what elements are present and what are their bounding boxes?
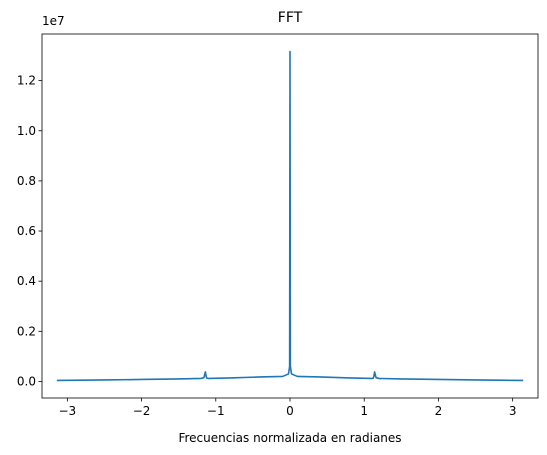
plot-area: [56, 50, 524, 382]
x-axis: −3 −2 −1 0 1 2 3: [59, 398, 517, 418]
x-tick-label: 3: [509, 404, 517, 418]
x-tick-label: −2: [133, 404, 151, 418]
y-tick-label: 0.2: [17, 324, 36, 338]
y-axis: 0.0 0.2 0.4 0.6 0.8 1.0 1.2: [17, 74, 42, 388]
x-tick-label: −3: [59, 404, 77, 418]
y-tick-label: 1.2: [17, 74, 36, 88]
series-line-0: [56, 50, 524, 382]
y-tick-label: 0.0: [17, 374, 36, 388]
y-tick-label: 0.8: [17, 174, 36, 188]
y-offset-label: 1e7: [42, 14, 65, 28]
x-tick-label: −1: [207, 404, 225, 418]
y-tick-label: 1.0: [17, 124, 36, 138]
x-tick-label: 2: [435, 404, 443, 418]
x-axis-label: Frecuencias normalizada en radianes: [178, 431, 401, 445]
chart-title: FFT: [278, 10, 303, 26]
x-tick-label: 1: [360, 404, 368, 418]
x-tick-label: 0: [286, 404, 294, 418]
y-tick-label: 0.6: [17, 224, 36, 238]
y-tick-label: 0.4: [17, 274, 36, 288]
